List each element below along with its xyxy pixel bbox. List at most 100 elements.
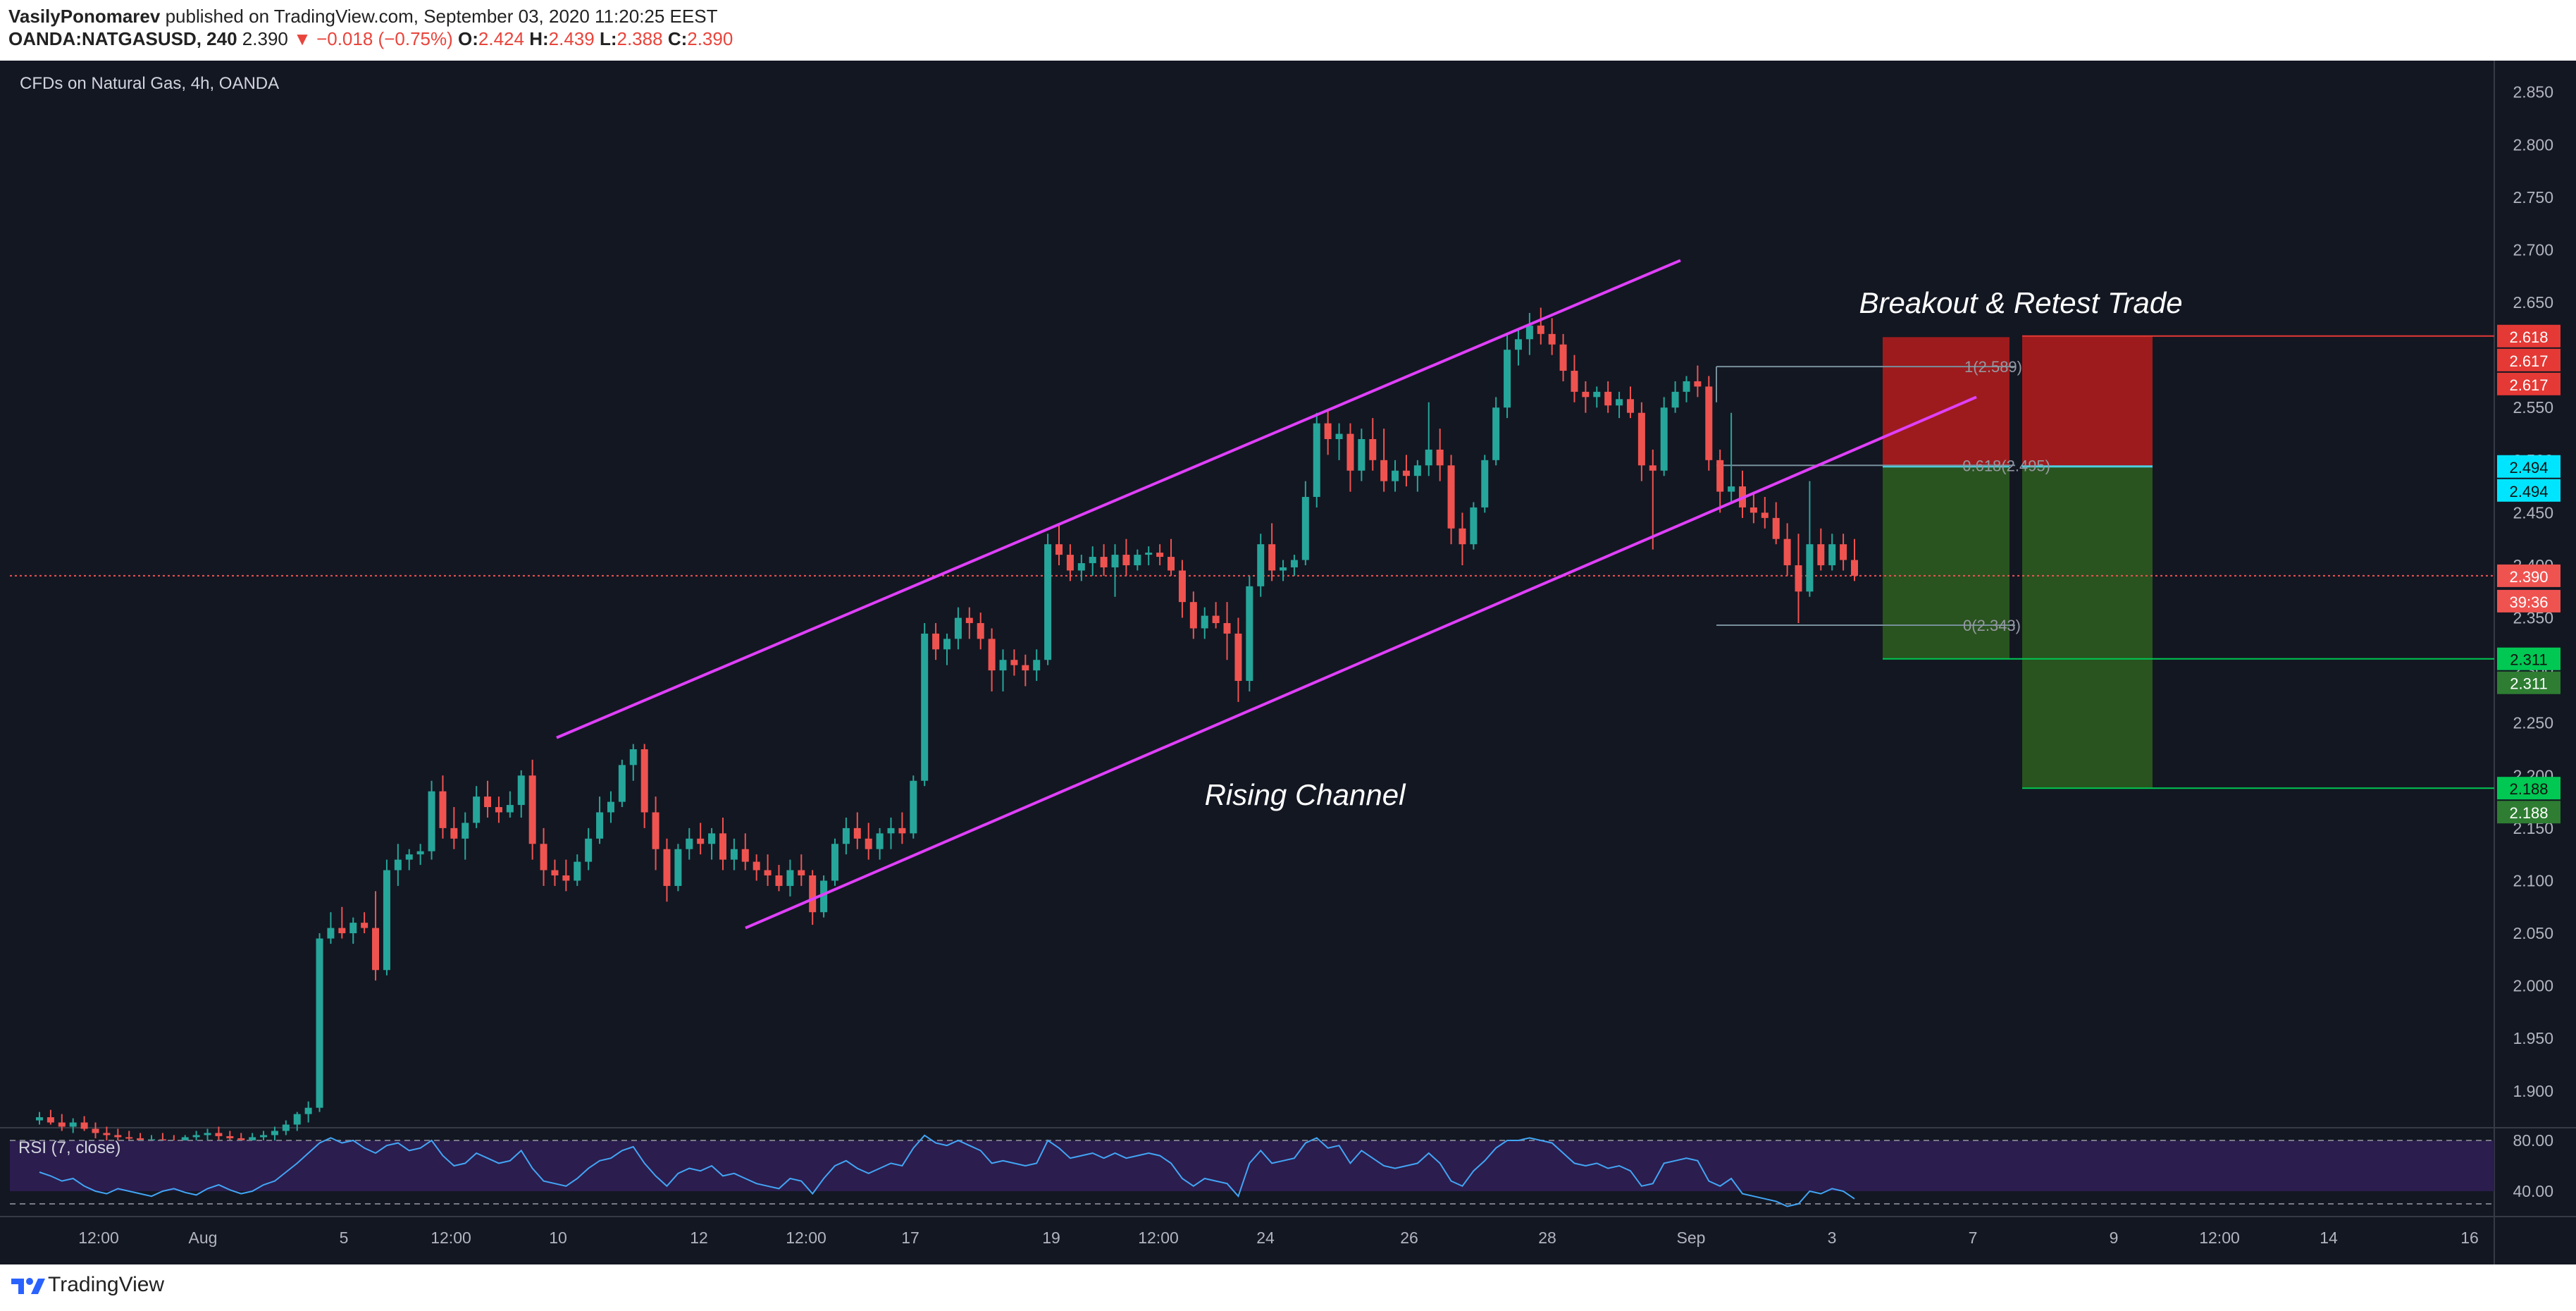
candle-body bbox=[652, 812, 660, 849]
candle-body bbox=[1392, 470, 1399, 481]
candle-body bbox=[1828, 544, 1836, 565]
candle-body bbox=[293, 1114, 301, 1125]
last-price: 2.390 bbox=[242, 28, 288, 49]
candle-body bbox=[663, 849, 671, 886]
x-tick-label: Sep bbox=[1677, 1229, 1706, 1247]
candle-body bbox=[1280, 567, 1287, 571]
candle-body bbox=[1750, 507, 1757, 513]
candle-body bbox=[394, 859, 402, 870]
candle-body bbox=[36, 1117, 43, 1121]
price-change: ▼ −0.018 (−0.75%) bbox=[293, 28, 453, 49]
candle-body bbox=[1066, 555, 1074, 571]
candle-body bbox=[1358, 438, 1366, 471]
candle-body bbox=[361, 923, 369, 928]
y-tick-label: 2.100 bbox=[2513, 871, 2553, 890]
candle-body bbox=[1492, 407, 1500, 460]
candle-body bbox=[1705, 386, 1713, 460]
price-axis-label: 2.617 bbox=[2509, 376, 2548, 394]
candle-body bbox=[383, 870, 390, 971]
price-axis-label-box bbox=[2497, 455, 2560, 478]
price-axis-background bbox=[2494, 61, 2576, 1217]
candle-body bbox=[730, 849, 738, 860]
candle-body bbox=[260, 1135, 268, 1138]
candle-body bbox=[1290, 560, 1298, 567]
x-tick-label: 14 bbox=[2320, 1229, 2338, 1247]
y-tick-label: 2.550 bbox=[2513, 398, 2553, 417]
publish-line: VasilyPonomarev published on TradingView… bbox=[8, 6, 717, 27]
symbol-label[interactable]: OANDA:NATGASUSD, 240 bbox=[8, 28, 237, 49]
candle-body bbox=[450, 827, 458, 839]
candle-body bbox=[484, 796, 492, 808]
price-axis-label-box bbox=[2497, 801, 2560, 824]
fib-label-1: 1(2.589) bbox=[1964, 358, 2022, 376]
candle-body bbox=[1436, 449, 1444, 466]
candle-body bbox=[58, 1122, 66, 1127]
candle-body bbox=[798, 870, 805, 876]
chart-canvas[interactable]: CFDs on Natural Gas, 4h, OANDA 2.850 2.800… bbox=[0, 61, 2576, 1264]
candle-body bbox=[249, 1137, 256, 1140]
candle-body bbox=[271, 1131, 278, 1135]
candle-body bbox=[753, 861, 760, 870]
candle-body bbox=[1145, 553, 1153, 555]
candle-body bbox=[47, 1117, 54, 1123]
candle-body bbox=[1425, 449, 1432, 466]
candle-body bbox=[1111, 555, 1119, 567]
candle-body bbox=[741, 849, 749, 862]
candle-body bbox=[921, 633, 929, 781]
candle-body bbox=[125, 1137, 133, 1139]
high-label: H: bbox=[529, 28, 549, 49]
candle-body bbox=[495, 807, 502, 813]
candle-body bbox=[226, 1135, 234, 1138]
candle-body bbox=[92, 1128, 99, 1133]
candle-body bbox=[1156, 553, 1164, 558]
x-tick-label: 3 bbox=[1828, 1229, 1837, 1247]
footer: TradingView bbox=[0, 1264, 2576, 1311]
price-axis-label-box bbox=[2497, 348, 2560, 371]
x-tick-label: 12:00 bbox=[2199, 1229, 2240, 1247]
tradingview-brand[interactable]: TradingView bbox=[48, 1273, 165, 1296]
candle-body bbox=[473, 796, 481, 823]
publisher-name[interactable]: VasilyPonomarev bbox=[8, 6, 161, 27]
price-axis-label-box bbox=[2497, 647, 2560, 670]
y-tick-label: 2.250 bbox=[2513, 714, 2553, 732]
x-tick-label: 12:00 bbox=[431, 1229, 471, 1247]
candle-body bbox=[338, 928, 346, 934]
candle-body bbox=[1413, 465, 1421, 476]
candle-body bbox=[405, 854, 413, 860]
candle-body bbox=[1168, 557, 1175, 571]
candle-body bbox=[1817, 544, 1825, 565]
candle-body bbox=[686, 838, 693, 849]
x-tick-label: 10 bbox=[549, 1229, 567, 1247]
price-axis-label-box bbox=[2497, 671, 2560, 694]
candle-body bbox=[1022, 665, 1029, 671]
candle-body bbox=[428, 791, 435, 851]
candle-body bbox=[1178, 570, 1186, 603]
x-tick-label: 26 bbox=[1400, 1229, 1418, 1247]
candle-body bbox=[1369, 438, 1377, 460]
price-axis-label: 2.494 bbox=[2509, 483, 2548, 500]
y-tick-label: 1.950 bbox=[2513, 1029, 2553, 1047]
candle-body bbox=[103, 1133, 111, 1135]
candle-body bbox=[1481, 460, 1489, 507]
candle-body bbox=[1122, 555, 1130, 565]
candle-body bbox=[1324, 423, 1332, 439]
candle-body bbox=[1134, 555, 1141, 565]
candle-body bbox=[1212, 615, 1220, 624]
tradingview-logo-icon[interactable] bbox=[10, 1274, 47, 1297]
price-axis-label: 2.390 bbox=[2509, 568, 2548, 586]
published-text: published on TradingView.com, September … bbox=[165, 6, 718, 27]
candle-body bbox=[1044, 544, 1052, 660]
candle-body bbox=[462, 823, 469, 839]
y-tick-label: 2.800 bbox=[2513, 135, 2553, 154]
candle-body bbox=[898, 827, 906, 834]
candle-body bbox=[1728, 486, 1735, 492]
candle-body bbox=[988, 639, 996, 671]
candle-body bbox=[585, 838, 593, 862]
low-value: 2.388 bbox=[617, 28, 663, 49]
candle-body bbox=[1626, 399, 1634, 413]
x-tick-label: 9 bbox=[2110, 1229, 2119, 1247]
candle-body bbox=[1851, 560, 1858, 576]
candle-body bbox=[1246, 586, 1253, 682]
candle-body bbox=[1761, 512, 1769, 518]
candle-body bbox=[1257, 544, 1265, 586]
